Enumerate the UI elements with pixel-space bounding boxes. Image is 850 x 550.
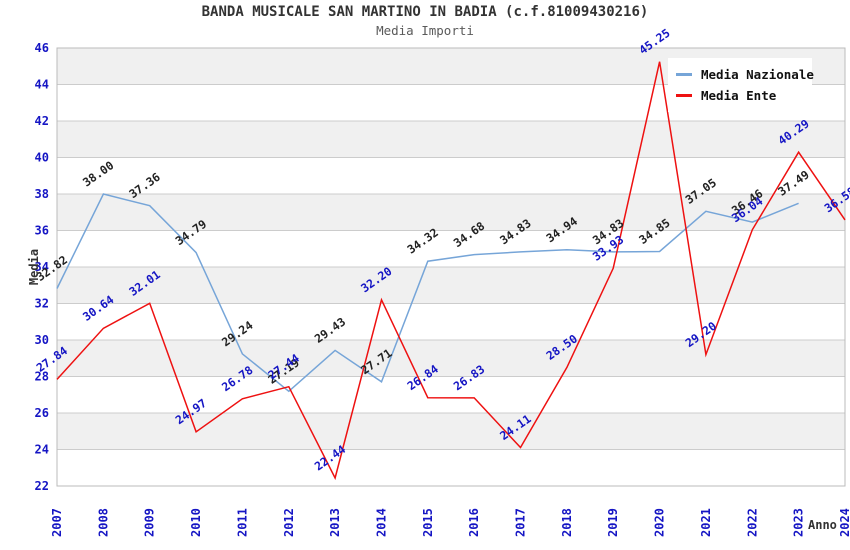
legend-item-media-nazionale: Media Nazionale	[676, 64, 814, 85]
plot-border	[56, 47, 846, 487]
plot-band	[57, 267, 845, 304]
x-tick-label: 2012	[282, 508, 296, 537]
series-line-media-nazionale	[56, 193, 799, 393]
x-tick-label: 2017	[514, 508, 528, 537]
y-tick-label: 44	[35, 78, 49, 92]
y-tick-label: 24	[35, 443, 49, 457]
y-tick-label: 40	[35, 151, 49, 165]
y-tick-label: 46	[35, 41, 49, 55]
plot-band	[57, 340, 845, 377]
x-tick-label: 2013	[328, 508, 342, 537]
x-tick-label: 2019	[606, 508, 620, 537]
y-tick-label: 38	[35, 187, 49, 201]
x-tick-label: 2021	[699, 508, 713, 537]
x-tick-label: 2018	[560, 508, 574, 537]
chart-subtitle: Media Importi	[376, 23, 474, 38]
plot-band	[57, 413, 845, 450]
plot-band	[57, 303, 845, 340]
plot-band	[57, 121, 845, 158]
x-tick-label: 2008	[96, 508, 110, 537]
legend-item-media-ente: Media Ente	[676, 85, 812, 106]
x-tick-label: 2014	[374, 508, 388, 537]
legend-label-media-nazionale: Media Nazionale	[701, 67, 814, 82]
plot-band	[57, 230, 845, 267]
y-tick-label: 28	[35, 370, 49, 384]
x-tick-label: 2023	[792, 508, 806, 537]
legend: Media Nazionale Media Ente	[668, 58, 814, 112]
plot-band	[57, 194, 845, 231]
y-tick-label: 32	[35, 297, 49, 311]
y-tick-label: 22	[35, 479, 49, 493]
x-axis-title: Anno	[808, 518, 837, 532]
x-tick-label: 2022	[745, 508, 759, 537]
y-tick-label: 42	[35, 114, 49, 128]
y-axis-title: Media	[27, 248, 41, 286]
plot-band	[57, 449, 845, 486]
legend-label-media-ente: Media Ente	[701, 88, 777, 103]
x-tick-label: 2020	[653, 508, 667, 537]
x-tick-label: 2016	[467, 508, 481, 537]
plot-band	[57, 376, 845, 413]
legend-swatch-media-ente-icon	[676, 94, 692, 97]
chart-title: BANDA MUSICALE SAN MARTINO IN BADIA (c.f…	[201, 4, 649, 20]
y-tick-label: 26	[35, 406, 49, 420]
series-line-media-ente	[56, 61, 846, 481]
x-tick-label: 2011	[235, 508, 249, 537]
x-tick-label: 2007	[50, 508, 64, 537]
y-tick-label: 36	[35, 224, 49, 238]
y-tick-label: 34	[35, 260, 49, 274]
x-tick-label: 2024	[838, 508, 850, 537]
y-tick-label: 30	[35, 333, 49, 347]
x-tick-label: 2010	[189, 508, 203, 537]
x-tick-label: 2009	[143, 508, 157, 537]
legend-swatch-media-nazionale-icon	[676, 73, 692, 76]
x-tick-label: 2015	[421, 508, 435, 537]
plot-band	[57, 157, 845, 194]
